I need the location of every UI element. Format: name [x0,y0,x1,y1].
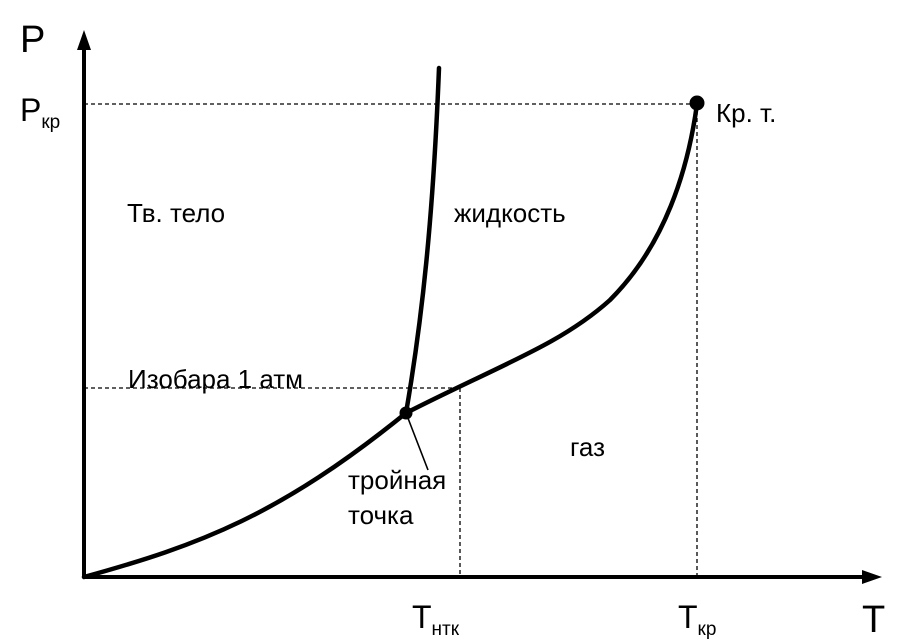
p-crit-sub: кр [41,112,60,133]
melting-curve [403,65,442,416]
isobar-label: Изобара 1 атм [128,364,303,394]
sublimation-curve [81,410,409,580]
x-axis-label: T [862,599,885,641]
triple-point-label-line1: тройная [348,465,446,495]
triple-point-pointer [405,412,429,471]
t-ntk-main: T [412,599,432,635]
solid-region-label: Тв. тело [127,198,225,228]
t-ntk-sub: нтк [432,619,460,640]
t-ntk-tick-label: Tнтк [412,599,460,640]
t-crit-tick-label: Tкр [678,599,716,640]
critical-point-marker [689,95,705,111]
liquid-region-label: жидкость [454,198,566,228]
vaporization-curve [403,101,700,416]
gas-region-label: газ [570,432,605,462]
t-crit-sub: кр [698,619,717,640]
y-axis-arrow [77,30,91,50]
t-crit-main: T [678,599,698,635]
p-crit-main: P [20,92,41,128]
critical-point-label: Кр. т. [716,98,776,128]
triple-point-label-line2: точка [348,500,414,530]
x-axis-arrow [862,570,882,584]
y-axis-label: P [20,19,45,61]
p-crit-tick-label: Pкр [20,92,60,133]
